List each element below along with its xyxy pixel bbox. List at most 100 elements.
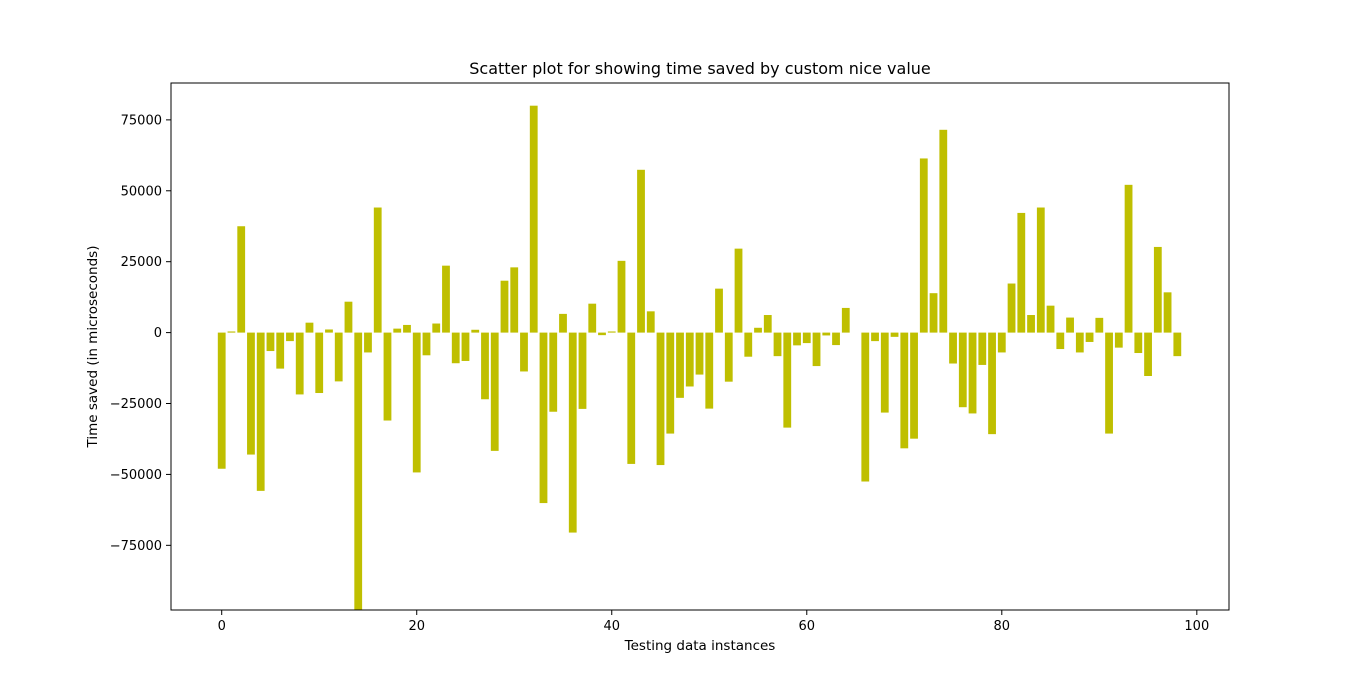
bar: [393, 328, 402, 333]
bar: [549, 332, 558, 412]
bar: [432, 323, 441, 333]
x-tick-label: 100: [1184, 619, 1209, 634]
y-tick-label: −75000: [110, 539, 162, 554]
bar: [724, 332, 733, 382]
bar: [286, 332, 294, 342]
bar: [510, 267, 519, 333]
bar: [734, 248, 743, 333]
bar: [461, 332, 470, 361]
bar: [276, 332, 285, 369]
bar: [568, 332, 577, 533]
bar: [793, 332, 801, 346]
bar: [266, 332, 275, 352]
bar: [705, 332, 714, 409]
bar: [598, 332, 606, 336]
bar: [841, 307, 850, 333]
y-axis-ticks: −75000 −50000 −25000 0 25000 50000 75000: [110, 113, 171, 554]
bar: [695, 332, 704, 375]
bar: [997, 332, 1006, 353]
bar: [490, 332, 499, 451]
bar: [578, 332, 587, 409]
bar: [637, 169, 645, 333]
bar: [871, 332, 879, 342]
bar: [880, 332, 889, 413]
bar: [442, 265, 450, 333]
bar: [958, 332, 967, 408]
bar: [676, 332, 684, 398]
bar: [754, 327, 762, 333]
bar: [471, 329, 480, 333]
bar: [227, 331, 236, 333]
bar: [529, 105, 538, 333]
bar: [627, 332, 636, 464]
bar: [334, 332, 343, 382]
bar: [1046, 305, 1055, 333]
bar: [802, 332, 811, 344]
bar: [968, 332, 977, 414]
bar: [666, 332, 675, 434]
bar: [295, 332, 304, 395]
bar: [744, 332, 753, 357]
bar: [978, 332, 987, 365]
bar: [373, 207, 382, 333]
bar: [1056, 332, 1065, 350]
bars-group: [217, 105, 1182, 610]
bar: [763, 315, 772, 333]
plot-frame: [170, 82, 1230, 611]
bar: [364, 332, 372, 353]
bar: [256, 332, 265, 491]
bar: [988, 332, 996, 435]
bar: [715, 288, 723, 333]
x-tick-label: 80: [994, 619, 1011, 634]
bar: [822, 332, 831, 336]
bar: [344, 301, 353, 333]
bar: [1007, 283, 1016, 333]
bar: [832, 332, 840, 346]
bar: [1027, 315, 1035, 333]
bar: [237, 226, 246, 333]
bar: [354, 332, 363, 610]
bar: [422, 332, 431, 356]
bar: [783, 332, 792, 428]
bar: [929, 293, 938, 333]
y-tick-label: 75000: [121, 113, 162, 128]
x-axis-ticks: 0 20 40 60 80 100: [218, 610, 1209, 634]
bar: [1036, 207, 1045, 333]
x-tick-label: 20: [408, 619, 425, 634]
chart-title: Scatter plot for showing time saved by c…: [469, 59, 931, 78]
bar: [1114, 332, 1123, 348]
bar: [919, 158, 928, 333]
y-tick-label: −50000: [110, 468, 162, 483]
bar: [773, 332, 782, 357]
bar: [217, 332, 226, 469]
bar: [607, 331, 616, 333]
y-tick-label: 0: [154, 326, 162, 341]
bar: [900, 332, 909, 449]
bar: [1066, 317, 1074, 333]
bar: [588, 303, 597, 333]
bar: [910, 332, 918, 439]
bar: [539, 332, 548, 504]
bar: [1173, 332, 1182, 357]
bar: [247, 332, 255, 455]
x-tick-label: 0: [218, 619, 226, 634]
bar: [1153, 246, 1162, 333]
bar: [1075, 332, 1084, 353]
bar: [812, 332, 821, 367]
y-tick-label: 25000: [121, 255, 162, 270]
bar: [1105, 332, 1113, 434]
bar: [481, 332, 489, 400]
bar: [617, 260, 626, 333]
bar: [685, 332, 694, 387]
bar: [646, 311, 655, 333]
bar: [403, 324, 411, 333]
bar: [412, 332, 421, 473]
y-tick-label: −25000: [110, 397, 162, 412]
bar: [656, 332, 665, 466]
bar: [325, 329, 333, 333]
bar: [1017, 212, 1026, 333]
bar: [1163, 292, 1172, 333]
bar: [1134, 332, 1143, 354]
x-axis-label: Testing data instances: [624, 638, 776, 654]
